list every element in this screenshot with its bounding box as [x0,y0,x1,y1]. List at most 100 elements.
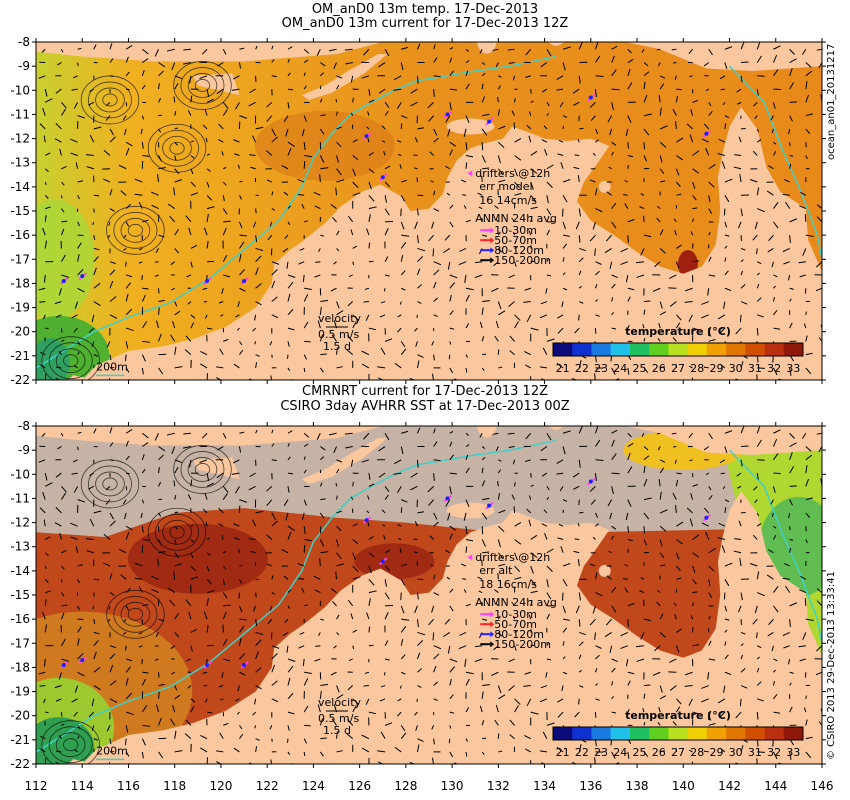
top-colorbar-bin-3 [610,343,631,356]
bottom-colorbar-title: temperature (°C) [625,709,731,722]
top-colorbar-tick-22: 22 [575,362,589,375]
top-lat-tick--16: -16 [10,228,30,242]
bottom-lat-tick--8: -8 [18,419,30,433]
bottom-colorbar-bin-8 [706,727,727,740]
lon-tick-144: 144 [764,779,787,793]
top-lat-tick--15: -15 [10,204,30,218]
top-colorbar-tick-26: 26 [652,362,666,375]
top-legend-drifter-marker [467,170,473,177]
top-colorbar-tick-27: 27 [671,362,685,375]
top-lat-tick--17: -17 [10,252,30,266]
bottom-colorbar-tick-32: 32 [767,746,781,759]
bottom-colorbar-tick-24: 24 [613,746,627,759]
bottom-lat-tick--15: -15 [10,588,30,602]
top-colorbar-bin-5 [649,343,669,356]
bottom-land-lesser-sunda [36,426,383,446]
bottom-colorbar-bin-1 [572,727,592,740]
bottom-side-label: © CSIRO 2013 29-Dec-2013 13:33:41 [826,571,837,760]
top-legend-anmn-title: ANMN 24h avg [475,212,557,225]
lon-tick-128: 128 [394,779,417,793]
bottom-lat-tick--10: -10 [10,467,30,481]
lon-tick-134: 134 [533,779,556,793]
top-legend-anmn-item-3: 150-200m [494,254,551,267]
top-colorbar-title: temperature (°C) [625,325,731,338]
bottom-colorbar-tick-30: 30 [729,746,743,759]
bottom-colorbar-bin-5 [649,727,669,740]
bottom-colorbar-tick-28: 28 [690,746,704,759]
top-colorbar-tick-21: 21 [556,362,570,375]
bottom-colorbar-tick-33: 33 [786,746,800,759]
lon-tick-122: 122 [256,779,279,793]
bottom-legend-anmn-item-3: 150-200m [494,638,551,651]
top-colorbar-tick-25: 25 [633,362,647,375]
bottom-colorbar-tick-22: 22 [575,746,589,759]
bottom-colorbar-bin-6 [668,727,689,740]
top-lat-tick--8: -8 [18,35,30,49]
top-lat-tick--19: -19 [10,301,30,315]
lon-tick-120: 120 [209,779,232,793]
bottom-colorbar-tick-23: 23 [594,746,608,759]
bottom-colorbar-tick-27: 27 [671,746,685,759]
lon-tick-112: 112 [25,779,48,793]
bottom-colorbar-tick-26: 26 [652,746,666,759]
bottom-lat-tick--11: -11 [10,491,30,505]
top-title-1: OM_anD0 13m temp. 17-Dec-2013 [311,2,539,17]
bottom-colorbar-bin-3 [610,727,631,740]
bottom-colorbar-bin-4 [629,727,650,740]
bottom-lat-tick--19: -19 [10,685,30,699]
top-lat-tick--22: -22 [10,373,30,387]
top-land-australia [68,107,822,380]
top-land-sumba [193,73,240,96]
top-velocity-speed: 0.5 m/s [318,328,359,341]
lon-tick-114: 114 [71,779,94,793]
top-colorbar-tick-30: 30 [729,362,743,375]
bottom-velocity-duration: 1.5 d [323,724,351,737]
top-legend-err-vals: 16 14cm/s [479,194,537,207]
bottom-isobath-label: 200m [96,744,128,757]
bottom-lat-tick--21: -21 [10,733,30,747]
bottom-legend-anmn-title: ANMN 24h avg [475,596,557,609]
lon-tick-130: 130 [441,779,464,793]
lon-tick-142: 142 [718,779,741,793]
bottom-colorbar-bin-10 [745,727,766,740]
bottom-colorbar-tick-29: 29 [709,746,723,759]
top-colorbar-bin-12 [783,343,804,356]
bottom-lat-tick--16: -16 [10,612,30,626]
top-isobath-label: 200m [96,360,128,373]
lon-tick-116: 116 [117,779,140,793]
bottom-lat-tick--17: -17 [10,636,30,650]
top-land-lesser-sunda [36,42,383,62]
top-legend-anmn-item-2: 80-120m [494,244,544,257]
bottom-legend-err: err alt [479,564,513,577]
top-colorbar-bin-9 [726,343,746,356]
top-colorbar-tick-33: 33 [786,362,800,375]
top-lat-tick--11: -11 [10,107,30,121]
bottom-colorbar-tick-21: 21 [556,746,570,759]
top-colorbar-bin-8 [706,343,727,356]
top-colorbar-bin-4 [629,343,650,356]
top-colorbar-bin-2 [591,343,612,356]
bottom-colorbar-bin-9 [726,727,746,740]
top-lat-tick--12: -12 [10,132,30,146]
bottom-land-australia [68,491,822,764]
top-colorbar-tick-29: 29 [709,362,723,375]
top-lat-tick--18: -18 [10,276,30,290]
bottom-legend-anmn-item-2: 80-120m [494,628,544,641]
top-velocity-duration: 1.5 d [323,340,351,353]
lon-tick-126: 126 [348,779,371,793]
lon-tick-124: 124 [302,779,325,793]
bottom-legend-err-vals: 18 16cm/s [479,578,537,591]
bottom-land-timor [301,438,388,484]
lon-tick-132: 132 [487,779,510,793]
lon-tick-136: 136 [579,779,602,793]
top-side-label: ocean_an01_20131217 [826,43,837,160]
bottom-lat-tick--18: -18 [10,660,30,674]
bottom-legend-drifters: drifters @12h [475,551,550,564]
top-colorbar-tick-28: 28 [690,362,704,375]
lon-tick-140: 140 [672,779,695,793]
top-colorbar-bin-7 [687,343,708,356]
bottom-title-1: CMRNRT current for 17-Dec-2013 12Z [302,384,548,399]
